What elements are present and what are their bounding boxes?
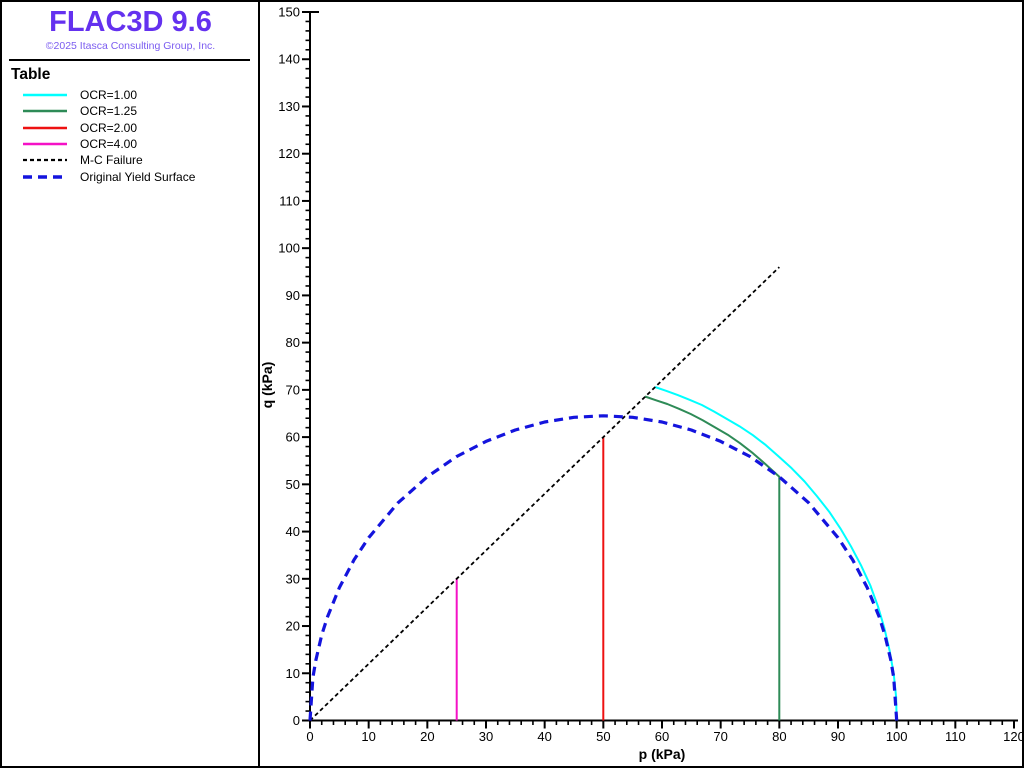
legend-swatch-line (23, 159, 67, 162)
y-tick-label: 140 (278, 52, 300, 67)
y-tick-label: 90 (286, 288, 300, 303)
legend-item: OCR=4.00 (2, 136, 259, 152)
x-tick-label: 30 (479, 729, 493, 744)
legend-swatch-line (23, 142, 67, 146)
x-tick-label: 40 (537, 729, 551, 744)
x-tick-label: 10 (361, 729, 375, 744)
y-tick-label: 100 (278, 241, 300, 256)
series-ocr-1.00 (654, 386, 898, 721)
app-title: FLAC3D 9.6 (49, 6, 212, 38)
panel-separator (9, 59, 250, 61)
y-axis-title: q (kPa) (260, 362, 275, 409)
y-tick-label: 50 (286, 477, 300, 492)
x-tick-label: 110 (945, 729, 966, 744)
legend-item: OCR=1.00 (2, 87, 259, 103)
legend-item: OCR=1.25 (2, 103, 259, 119)
legend-item-label: OCR=4.00 (80, 137, 138, 152)
y-tick-label: 30 (286, 571, 300, 586)
panel-chart-divider (258, 2, 260, 766)
legend-item-label: OCR=1.25 (80, 104, 138, 119)
legend-item: OCR=2.00 (2, 120, 259, 136)
x-tick-label: 120 (1003, 729, 1024, 744)
y-tick-label: 130 (278, 99, 300, 114)
series-m-c-failure (309, 266, 780, 722)
legend-swatch-line (23, 93, 67, 97)
legend-list: OCR=1.00 OCR=1.25 OCR=2.00 OCR=4.00 M-C Fail… (2, 87, 259, 185)
y-tick-label: 70 (286, 382, 300, 397)
legend-swatch-line (23, 126, 67, 129)
x-tick-label: 70 (713, 729, 727, 744)
series-ocr-1.25 (644, 395, 781, 721)
y-tick-label: 10 (286, 666, 300, 681)
series-original-yield-surface (308, 414, 899, 721)
y-tick-label: 60 (286, 430, 300, 445)
legend-swatch-line (23, 110, 67, 113)
y-tick-label: 150 (278, 5, 300, 20)
y-tick-label: 120 (278, 146, 300, 161)
x-tick-label: 20 (420, 729, 434, 744)
legend-item-label: OCR=1.00 (80, 88, 138, 103)
y-tick-label: 40 (286, 524, 300, 539)
legend-panel: FLAC3D 9.6 ©2025 Itasca Consulting Group… (2, 2, 259, 766)
legend-item-label: Original Yield Surface (80, 169, 196, 184)
x-tick-label: 100 (886, 729, 908, 744)
legend-section-title: Table (11, 66, 51, 83)
x-axis-title: p (kPa) (639, 746, 686, 762)
legend-swatch-line (23, 174, 67, 179)
x-tick-label: 90 (831, 729, 845, 744)
x-tick-label: 80 (772, 729, 786, 744)
y-tick-label: 20 (286, 619, 300, 634)
chart-canvas[interactable]: 0 10 20 30 40 50 60 70 80 90 100 110 120 0 10 20 30 40 50 6… (259, 2, 1024, 766)
legend-item-label: OCR=2.00 (80, 120, 138, 135)
y-tick-label: 80 (286, 335, 300, 350)
y-tick-label: 110 (279, 193, 300, 208)
legend-item: Original Yield Surface (2, 168, 259, 184)
legend-item: M-C Failure (2, 152, 259, 168)
chart-pane: 0 10 20 30 40 50 60 70 80 90 100 110 120 0 10 20 30 40 50 6… (259, 2, 1024, 766)
copyright-text: ©2025 Itasca Consulting Group, Inc. (45, 40, 216, 52)
y-tick-label: 0 (293, 713, 300, 728)
x-tick-label: 60 (655, 729, 669, 744)
x-tick-label: 50 (596, 729, 610, 744)
legend-item-label: M-C Failure (80, 153, 143, 168)
x-tick-label: 0 (306, 729, 313, 744)
